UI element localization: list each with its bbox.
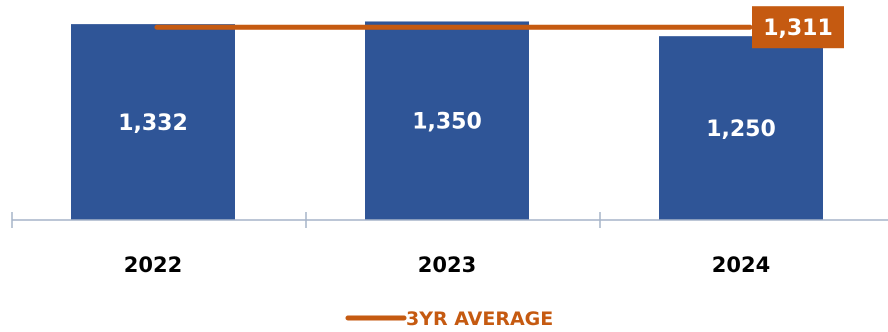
average-badge [752, 6, 844, 49]
average-layer: 1,311 [154, 6, 844, 49]
bar-value-label: 1,250 [706, 117, 776, 142]
legend: 3YR AVERAGE [345, 308, 553, 330]
bar-2024 [659, 36, 823, 221]
bar-value-label: 1,332 [118, 111, 188, 136]
labels-layer: 1,332 2022 1,350 2023 1,250 2024 [118, 110, 776, 277]
legend-label: 3YR AVERAGE [406, 308, 553, 328]
category-label: 2024 [712, 253, 770, 277]
bar-2023 [365, 21, 529, 221]
x-axis [11, 212, 888, 228]
bar-value-label: 1,350 [412, 110, 482, 135]
bar-2022 [71, 24, 235, 221]
bars-layer [71, 21, 823, 221]
category-label: 2023 [418, 253, 476, 277]
category-label: 2022 [124, 253, 182, 277]
average-value-label: 1,311 [763, 16, 833, 41]
